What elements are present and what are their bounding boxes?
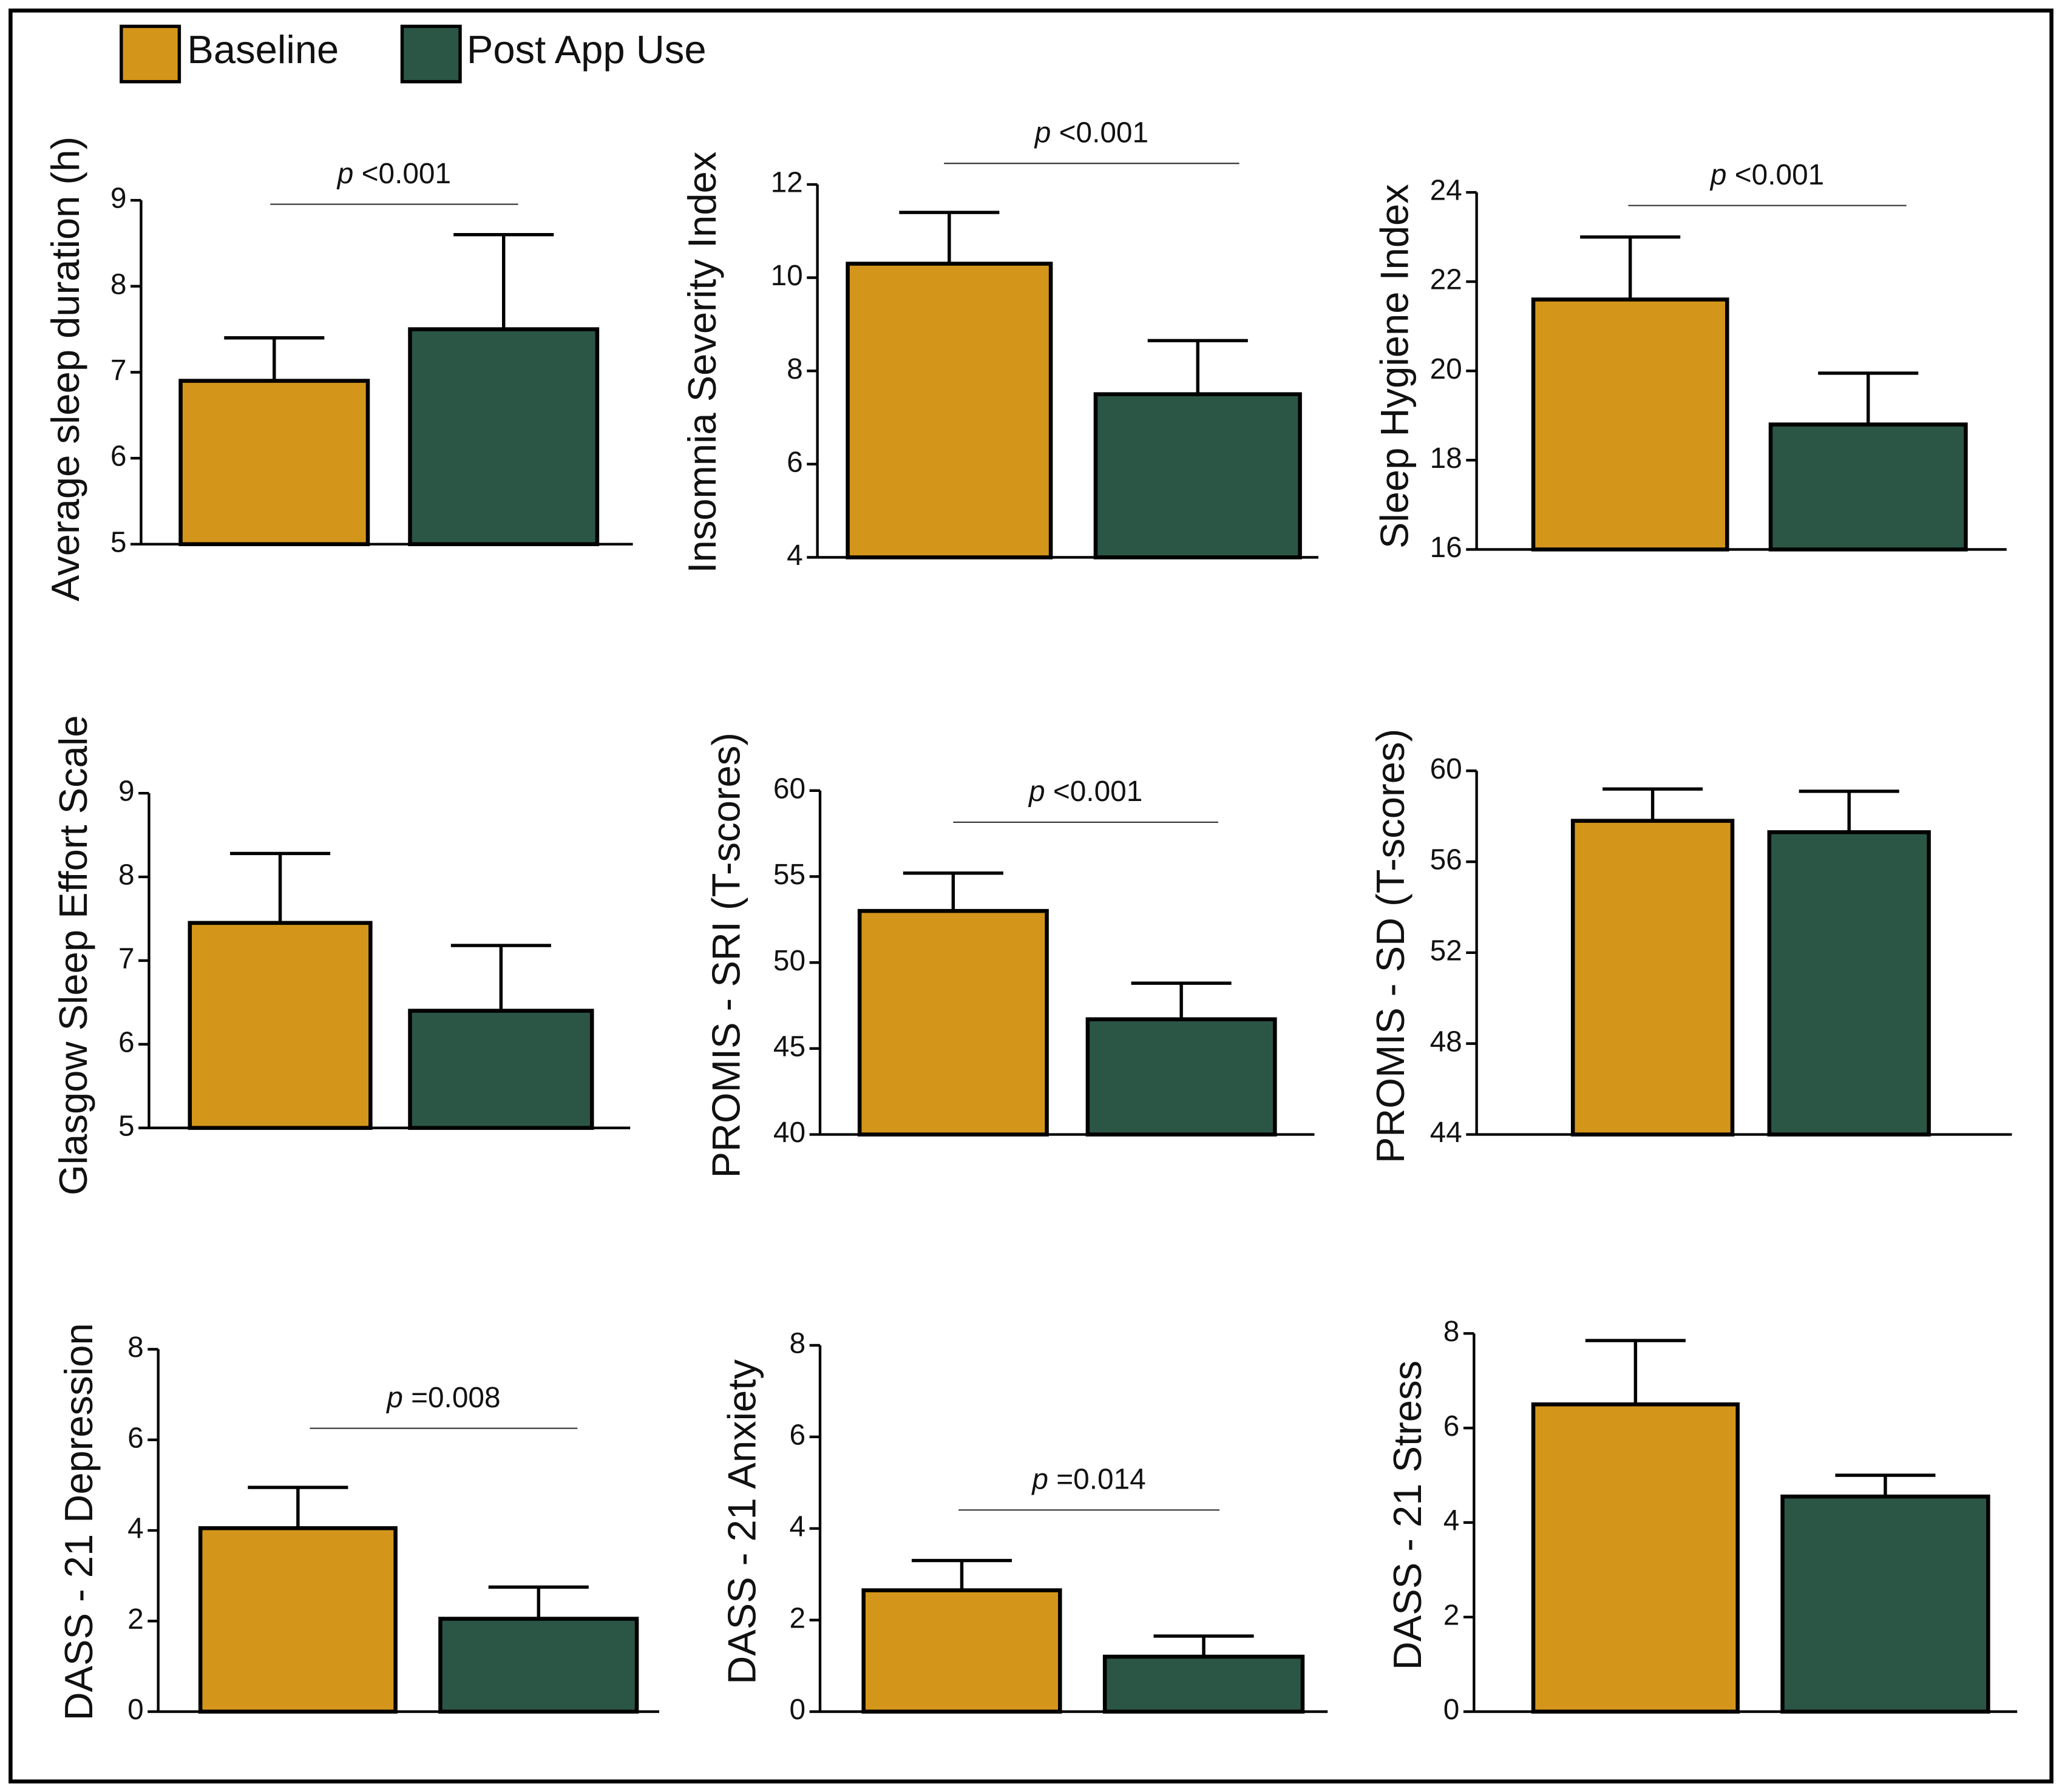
bar	[1093, 392, 1302, 560]
bar	[1768, 422, 1968, 552]
y-tick-label: 40	[773, 1117, 805, 1149]
p-symbol: p	[1031, 1463, 1048, 1495]
legend-label: Baseline	[187, 27, 339, 72]
y-tick-label: 52	[1430, 935, 1462, 967]
bar	[1102, 1654, 1305, 1714]
legend-swatch	[400, 24, 462, 84]
y-tick-label: 12	[771, 167, 803, 199]
bar	[1780, 1494, 1990, 1714]
y-tick-label: 4	[787, 539, 803, 572]
y-axis-label: DASS - 21 Anxiety	[719, 1359, 764, 1685]
bar	[861, 1588, 1062, 1714]
y-tick-label: 5	[118, 1110, 135, 1142]
p-value: <0.001	[1059, 117, 1148, 149]
bar	[188, 921, 373, 1130]
y-tick-label: 18	[1430, 442, 1462, 475]
y-tick-label: 2	[790, 1602, 806, 1634]
p-value: <0.001	[362, 157, 451, 189]
bar	[438, 1617, 639, 1714]
p-symbol: p	[336, 157, 354, 189]
y-tick-label: 56	[1430, 844, 1462, 876]
y-tick-label: 8	[110, 268, 127, 300]
y-tick-label: 48	[1430, 1026, 1462, 1058]
y-tick-label: 6	[127, 1422, 144, 1454]
bar	[198, 1526, 398, 1714]
y-tick-label: 6	[1443, 1410, 1460, 1442]
p-value: =0.008	[411, 1382, 500, 1414]
y-tick-label: 8	[1443, 1316, 1460, 1348]
border	[8, 8, 2054, 1784]
p-value: =0.014	[1056, 1463, 1145, 1495]
y-tick-label: 2	[1443, 1599, 1460, 1631]
significance-label: p =0.014	[1031, 1463, 1145, 1495]
bar	[1531, 297, 1729, 552]
legend-swatch	[120, 24, 181, 84]
y-tick-label: 5	[110, 526, 127, 558]
y-axis-label: Sleep Hygiene Index	[1372, 184, 1417, 549]
y-axis-label: PROMIS - SRI (T-scores)	[704, 732, 748, 1178]
y-tick-label: 4	[790, 1510, 806, 1543]
y-tick-label: 9	[118, 776, 135, 808]
significance-label: p <0.001	[1709, 159, 1824, 191]
p-symbol: p	[1709, 159, 1727, 191]
y-tick-label: 44	[1430, 1117, 1462, 1149]
bar	[857, 908, 1049, 1137]
y-tick-label: 50	[773, 945, 805, 977]
y-tick-label: 6	[110, 441, 127, 473]
y-tick-label: 7	[110, 354, 127, 387]
y-tick-label: 22	[1430, 264, 1462, 296]
bar	[408, 327, 600, 547]
y-tick-label: 0	[127, 1694, 144, 1726]
y-axis-label: Insomnia Severity Index	[680, 152, 724, 573]
bar	[1570, 819, 1735, 1137]
y-tick-label: 20	[1430, 353, 1462, 385]
y-tick-label: 55	[773, 859, 805, 891]
y-tick-label: 8	[790, 1328, 806, 1360]
bar	[1767, 830, 1931, 1137]
bar	[846, 262, 1053, 560]
y-tick-label: 8	[787, 353, 803, 385]
y-tick-label: 4	[127, 1513, 144, 1545]
y-tick-label: 8	[127, 1331, 144, 1364]
y-tick-label: 2	[127, 1603, 144, 1635]
y-tick-label: 6	[118, 1026, 135, 1058]
significance-label: p <0.001	[1034, 117, 1148, 149]
y-tick-label: 45	[773, 1030, 805, 1063]
significance-label: p <0.001	[336, 157, 451, 189]
significance-label: p =0.008	[385, 1382, 500, 1414]
y-tick-label: 24	[1430, 175, 1462, 207]
y-tick-label: 7	[118, 943, 135, 975]
y-tick-label: 10	[771, 260, 803, 292]
significance-label: p <0.001	[1028, 776, 1142, 808]
bar	[1531, 1402, 1740, 1714]
bar	[178, 379, 370, 547]
y-tick-label: 9	[110, 183, 127, 215]
y-tick-label: 4	[1443, 1505, 1460, 1537]
p-value: <0.001	[1053, 776, 1142, 808]
bar	[1085, 1017, 1277, 1137]
y-tick-label: 6	[787, 446, 803, 478]
y-tick-label: 60	[773, 773, 805, 805]
bar	[408, 1009, 594, 1130]
y-tick-label: 60	[1430, 753, 1462, 785]
y-axis-label: Average sleep duration (h)	[43, 137, 87, 601]
legend-label: Post App Use	[467, 27, 707, 72]
y-tick-label: 8	[118, 859, 135, 891]
y-axis-label: Glasgow Sleep Effort Scale	[51, 715, 95, 1195]
y-axis-label: DASS - 21 Depression	[56, 1323, 101, 1720]
y-tick-label: 16	[1430, 532, 1462, 564]
y-tick-label: 0	[790, 1694, 806, 1726]
p-value: <0.001	[1735, 159, 1824, 191]
p-symbol: p	[1034, 117, 1051, 149]
y-tick-label: 0	[1443, 1694, 1460, 1726]
y-tick-label: 6	[790, 1419, 806, 1451]
y-axis-label: PROMIS - SD (T-scores)	[1368, 729, 1413, 1163]
p-symbol: p	[1028, 776, 1045, 808]
y-axis-label: DASS - 21 Stress	[1385, 1361, 1429, 1670]
p-symbol: p	[385, 1382, 403, 1414]
